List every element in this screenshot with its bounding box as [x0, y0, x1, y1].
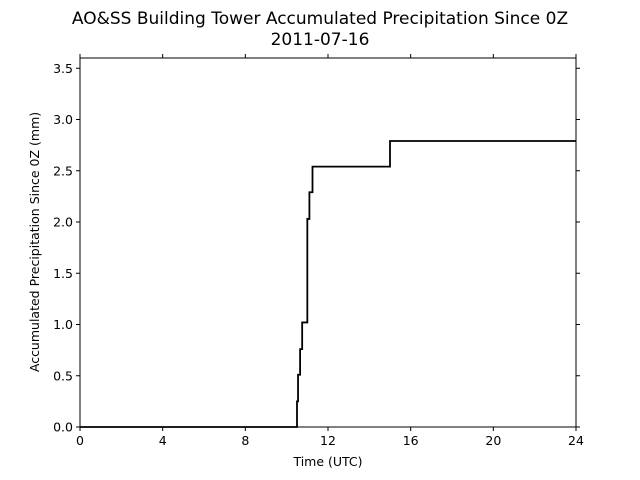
chart-title: AO&SS Building Tower Accumulated Precipi…	[72, 9, 568, 29]
x-tick-label: 0	[76, 433, 84, 448]
x-tick-label: 12	[320, 433, 336, 448]
axes-frame	[79, 57, 577, 428]
x-tick-label: 8	[241, 433, 249, 448]
y-tick-label: 1.0	[53, 317, 73, 332]
x-tick-label: 24	[568, 433, 584, 448]
x-tick-label: 16	[403, 433, 419, 448]
x-tick-label: 4	[159, 433, 167, 448]
y-tick-label: 3.0	[53, 112, 73, 127]
series-line-0	[80, 140, 576, 428]
y-tick-label: 0.5	[53, 368, 73, 383]
y-tick-label: 2.0	[53, 215, 73, 230]
y-tick-label: 0.0	[53, 420, 73, 435]
x-axis-label: Time (UTC)	[292, 454, 362, 469]
plot-area: 0 4 8 12 16 20 24 0.0 0.5 1.0 1.5 2.0 2.5 3.0 3.5	[53, 54, 584, 448]
y-tick-label: 3.5	[53, 61, 73, 76]
chart-subtitle: 2011-07-16	[271, 30, 370, 50]
y-tick-label: 1.5	[53, 266, 73, 281]
y-axis-label: Accumulated Precipitation Since 0Z (mm)	[27, 112, 42, 372]
x-tick-label: 20	[485, 433, 501, 448]
y-tick-label: 2.5	[53, 163, 73, 178]
